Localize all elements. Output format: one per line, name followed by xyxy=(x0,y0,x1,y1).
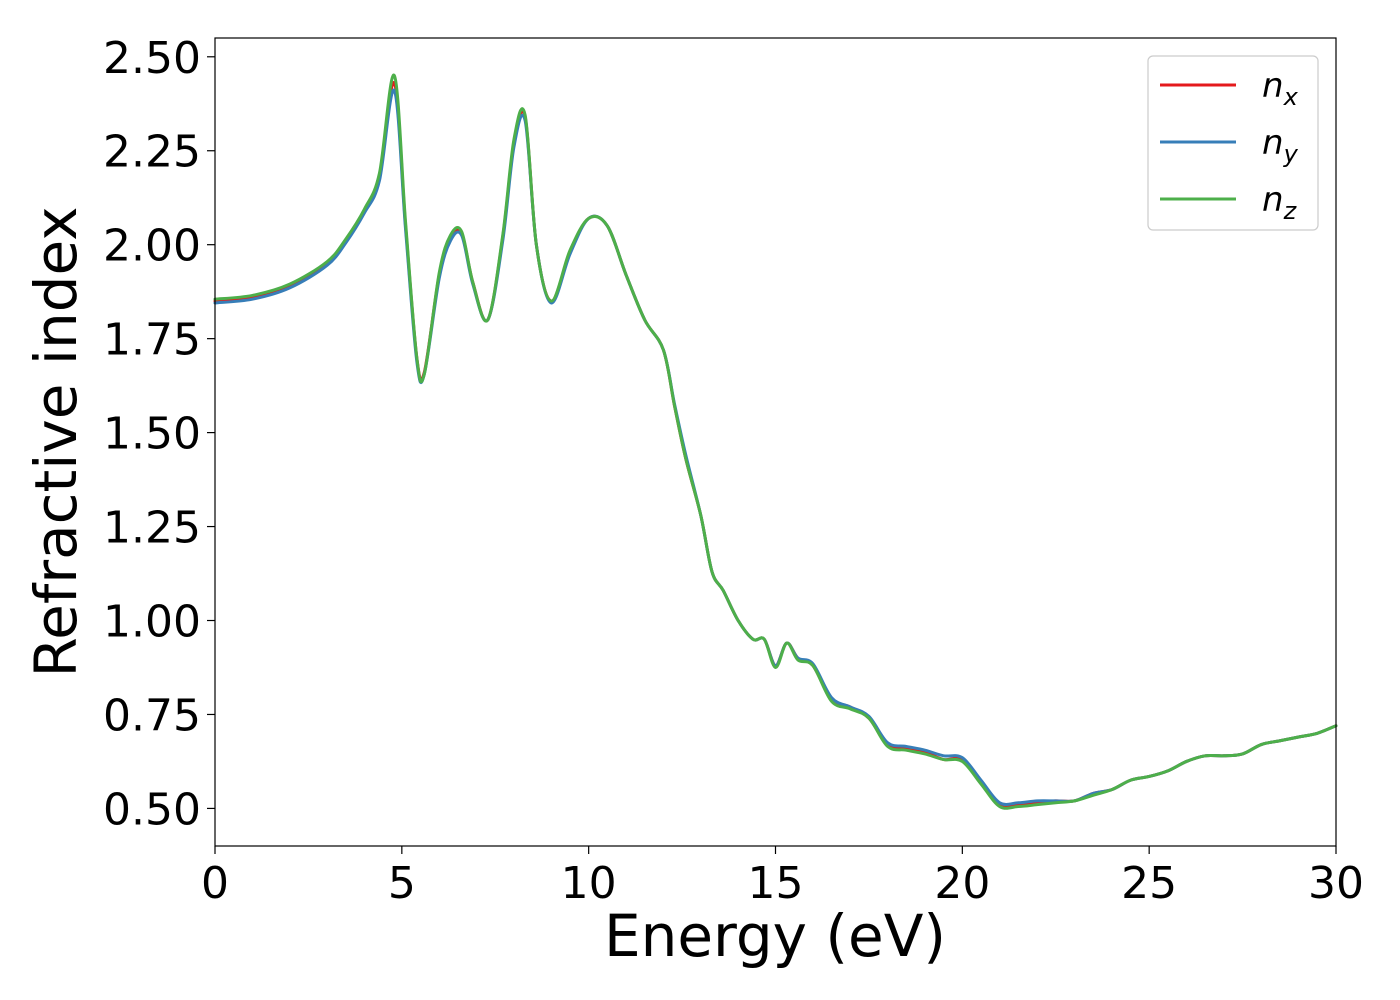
x-tick-label: 5 xyxy=(388,858,416,909)
x-tick-label: 30 xyxy=(1308,858,1364,909)
series-line-nz xyxy=(213,74,1338,810)
y-tick-label: 1.50 xyxy=(103,409,201,460)
plot-lines xyxy=(213,74,1338,810)
y-tick-label: 1.00 xyxy=(103,597,201,648)
x-tick-label: 25 xyxy=(1121,858,1177,909)
y-tick-label: 0.75 xyxy=(103,690,201,741)
y-tick-label: 2.50 xyxy=(103,33,201,84)
legend-label-ny: ny xyxy=(1262,123,1299,168)
y-tick-label: 0.50 xyxy=(103,784,201,835)
legend-label-nz: nz xyxy=(1262,180,1298,225)
x-axis: 0 5 10 15 20 25 30 xyxy=(201,846,1364,909)
x-tick-label: 0 xyxy=(201,858,229,909)
legend: nx ny nz xyxy=(1147,55,1319,231)
legend-label-nx: nx xyxy=(1262,66,1299,111)
y-tick-label: 2.25 xyxy=(103,127,201,178)
y-tick-label: 2.00 xyxy=(103,221,201,272)
y-tick-label: 1.75 xyxy=(103,315,201,366)
x-tick-label: 20 xyxy=(934,858,990,909)
y-axis-label: Refractive index xyxy=(22,206,90,677)
y-tick-label: 1.25 xyxy=(103,503,201,554)
x-tick-label: 15 xyxy=(748,858,804,909)
x-axis-label: Energy (eV) xyxy=(604,902,946,970)
x-tick-label: 10 xyxy=(561,858,617,909)
y-axis: 0.50 0.75 1.00 1.25 1.50 1.75 2.00 2.25 2.50 xyxy=(103,33,215,835)
